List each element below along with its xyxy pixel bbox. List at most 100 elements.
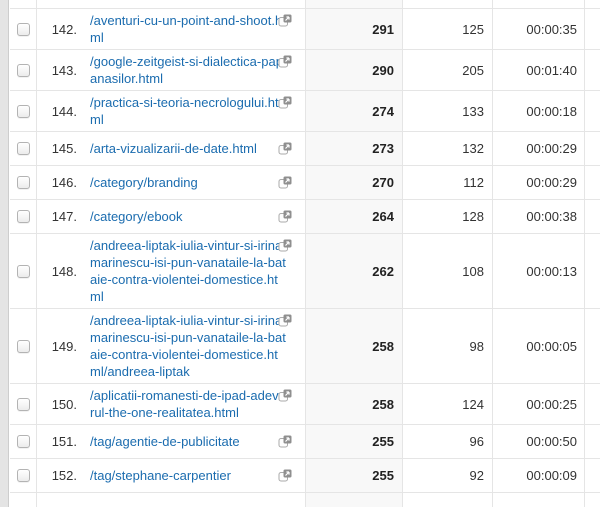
external-link-icon[interactable]: [278, 239, 292, 252]
next-column-edge: [585, 132, 600, 165]
page-url-wrap: /andreea-liptak-iulia-vintur-si-irina-ma…: [90, 309, 292, 383]
page-cell: 148. /andreea-liptak-iulia-vintur-si-iri…: [37, 234, 306, 308]
external-link-icon[interactable]: [278, 55, 292, 68]
row-checkbox[interactable]: [16, 104, 30, 118]
unique-pageviews-value: 132: [403, 132, 493, 165]
avg-time-value: 00:00:50: [493, 425, 585, 458]
row-index: 143.: [51, 62, 77, 78]
checkbox-cell: [10, 384, 37, 424]
window-edge: [0, 0, 9, 507]
row-index: 142.: [51, 21, 77, 37]
partial-cell: [585, 493, 600, 507]
page-url-link[interactable]: /category/branding: [90, 175, 198, 190]
page-url-link[interactable]: /tag/agentie-de-publicitate: [90, 434, 240, 449]
partial-cell: [10, 0, 37, 8]
pageviews-value: 273: [306, 132, 403, 165]
avg-time-value: 00:00:18: [493, 91, 585, 131]
partial-cell: [493, 0, 585, 8]
avg-time-value: 00:00:05: [493, 309, 585, 383]
next-column-edge: [585, 9, 600, 49]
checkbox-cell: [10, 425, 37, 458]
row-checkbox[interactable]: [16, 142, 30, 155]
external-link-icon[interactable]: [278, 314, 292, 327]
row-index: 149.: [51, 338, 77, 354]
page-url-link[interactable]: /aplicatii-romanesti-de-ipad-adevarul-th…: [90, 388, 286, 420]
row-checkbox[interactable]: [16, 435, 30, 448]
avg-time-value: 00:00:25: [493, 384, 585, 424]
page-url-wrap: /aventuri-cu-un-point-and-shoot.html: [90, 9, 292, 49]
table-row: 148. /andreea-liptak-iulia-vintur-si-iri…: [10, 234, 600, 309]
unique-pageviews-value: 112: [403, 166, 493, 199]
page-url-link[interactable]: /andreea-liptak-iulia-vintur-si-irina-ma…: [90, 238, 287, 304]
page-url-wrap: /practica-si-teoria-necrologului.html: [90, 91, 292, 131]
external-link-icon[interactable]: [278, 210, 292, 223]
external-link-icon[interactable]: [278, 142, 292, 155]
pageviews-value: 291: [306, 9, 403, 49]
partial-cell: [306, 493, 403, 507]
next-column-edge: [585, 166, 600, 199]
unique-pageviews-value: 98: [403, 309, 493, 383]
next-column-edge: [585, 384, 600, 424]
row-checkbox[interactable]: [16, 210, 30, 223]
unique-pageviews-value: 108: [403, 234, 493, 308]
pageviews-value: 290: [306, 50, 403, 90]
next-column-edge: [585, 309, 600, 383]
pageviews-value: 258: [306, 309, 403, 383]
external-link-icon[interactable]: [278, 96, 292, 109]
row-checkbox[interactable]: [16, 22, 30, 36]
partial-cell: [403, 0, 493, 8]
partial-row-bottom: [10, 493, 600, 507]
next-column-edge: [585, 50, 600, 90]
external-link-icon[interactable]: [278, 435, 292, 448]
unique-pageviews-value: 205: [403, 50, 493, 90]
checkbox-cell: [10, 132, 37, 165]
page-url-link[interactable]: /practica-si-teoria-necrologului.html: [90, 95, 279, 127]
page-url-link[interactable]: /category/ebook: [90, 209, 183, 224]
next-column-edge: [585, 234, 600, 308]
partial-cell: [403, 493, 493, 507]
table-row: 146. /category/branding 270 112 00:00:29: [10, 166, 600, 200]
page-url-link[interactable]: /google-zeitgeist-si-dialectica-papanasi…: [90, 54, 283, 86]
avg-time-value: 00:00:29: [493, 132, 585, 165]
page-cell: 150. /aplicatii-romanesti-de-ipad-adevar…: [37, 384, 306, 424]
avg-time-value: 00:01:40: [493, 50, 585, 90]
pageviews-value: 274: [306, 91, 403, 131]
row-checkbox[interactable]: [16, 176, 30, 189]
page-cell: 143. /google-zeitgeist-si-dialectica-pap…: [37, 50, 306, 90]
table-row: 152. /tag/stephane-carpentier 255 92 00:…: [10, 459, 600, 493]
next-column-edge: [585, 425, 600, 458]
checkbox-cell: [10, 459, 37, 492]
pageviews-value: 255: [306, 425, 403, 458]
checkbox-cell: [10, 166, 37, 199]
external-link-icon[interactable]: [278, 389, 292, 402]
page-cell: 151. /tag/agentie-de-publicitate: [37, 425, 306, 458]
partial-cell: [37, 493, 306, 507]
row-checkbox[interactable]: [16, 63, 30, 77]
external-link-icon[interactable]: [278, 469, 292, 482]
checkbox-cell: [10, 9, 37, 49]
row-index: 148.: [51, 263, 77, 279]
pageviews-value: 270: [306, 166, 403, 199]
row-index: 146.: [51, 175, 77, 190]
row-index: 145.: [51, 141, 77, 156]
page-url-link[interactable]: /arta-vizualizarii-de-date.html: [90, 141, 257, 156]
external-link-icon[interactable]: [278, 176, 292, 189]
partial-cell: [37, 0, 306, 8]
table-row: 145. /arta-vizualizarii-de-date.html 273…: [10, 132, 600, 166]
row-checkbox[interactable]: [16, 469, 30, 482]
checkbox-cell: [10, 309, 37, 383]
row-checkbox[interactable]: [16, 339, 30, 353]
table-rows: 142. /aventuri-cu-un-point-and-shoot.htm…: [10, 9, 600, 493]
partial-cell: [585, 0, 600, 8]
row-checkbox[interactable]: [16, 264, 30, 278]
table-row: 147. /category/ebook 264 128 00:00:38: [10, 200, 600, 234]
external-link-icon[interactable]: [278, 14, 292, 27]
page-url-wrap: /tag/stephane-carpentier: [90, 464, 292, 487]
page-url-link[interactable]: /tag/stephane-carpentier: [90, 468, 231, 483]
row-checkbox[interactable]: [16, 397, 30, 411]
row-index: 151.: [51, 434, 77, 449]
page-url-link[interactable]: /andreea-liptak-iulia-vintur-si-irina-ma…: [90, 313, 287, 379]
page-url-wrap: /category/branding: [90, 171, 292, 194]
page-url-link[interactable]: /aventuri-cu-un-point-and-shoot.html: [90, 13, 286, 45]
table-row: 149. /andreea-liptak-iulia-vintur-si-iri…: [10, 309, 600, 384]
